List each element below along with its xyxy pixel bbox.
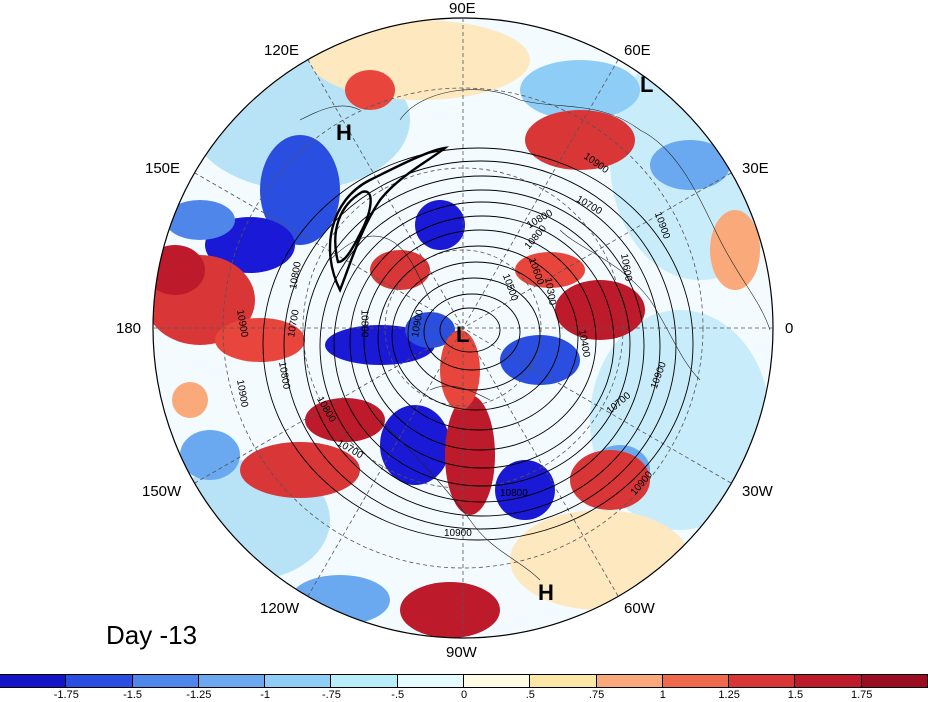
day-label: Day -13 <box>106 620 198 650</box>
colorbar-tick-label: .75 <box>588 689 605 701</box>
lon-label-180: 180 <box>116 320 142 337</box>
colorbar-tick-label: .5 <box>525 689 535 701</box>
lon-label-30e: 30E <box>742 160 769 177</box>
colorbar-tick-label: 1.75 <box>850 689 873 701</box>
coastlines <box>299 89 771 581</box>
colorbar-swatch <box>596 675 663 687</box>
high-pressure-marker: H <box>336 120 352 145</box>
lon-label-60w: 60W <box>624 600 655 617</box>
contour-label: 10800 <box>358 309 370 338</box>
colorbar-tick-label: -.75 <box>321 689 341 701</box>
colorbar-swatch <box>530 675 597 687</box>
colorbar-tick-label: 1.5 <box>787 689 804 701</box>
lon-label-150w: 150W <box>142 483 182 500</box>
lon-label-90w: 90W <box>446 644 477 661</box>
lon-label-30w: 30W <box>742 483 773 500</box>
lon-label-150e: 150E <box>145 160 181 177</box>
low-pressure-marker: L <box>640 72 654 97</box>
colorbar-swatch <box>132 675 199 687</box>
colorbar-swatch <box>729 675 796 687</box>
lon-label-0: 0 <box>785 320 794 337</box>
graticule <box>153 18 773 638</box>
colorbar-tick-label: -1.5 <box>123 689 143 701</box>
colorbar-tick-label: -1 <box>260 689 271 701</box>
colorbar-swatch <box>861 675 928 687</box>
colorbar-swatch <box>662 675 730 687</box>
colorbar-swatch <box>265 675 332 687</box>
lon-label-120e: 120E <box>264 42 300 59</box>
colorbar-tick-label: 0 <box>460 689 468 701</box>
colorbar <box>0 674 928 688</box>
colorbar-swatch <box>463 675 531 687</box>
colorbar-swatch <box>198 675 266 687</box>
lon-label-120w: 120W <box>260 600 300 617</box>
high-pressure-marker: H <box>538 580 554 605</box>
lon-label-60e: 60E <box>624 42 651 59</box>
colorbar-swatch <box>331 675 398 687</box>
lon-label-90e: 90E <box>449 0 476 17</box>
colorbar-swatch <box>397 675 464 687</box>
colorbar-tick-label: -1.75 <box>53 689 79 701</box>
low-pressure-marker: L <box>456 322 470 347</box>
colorbar-tick-label: -1.25 <box>186 689 212 701</box>
height-contours <box>262 147 694 541</box>
colorbar-tick-label: -.5 <box>391 689 405 701</box>
colorbar-tick-label: 1 <box>659 689 666 701</box>
bold-contour <box>328 146 450 293</box>
colorbar-swatch <box>0 675 67 687</box>
contour-label: 10900 <box>444 528 472 539</box>
colorbar-swatch <box>795 675 862 687</box>
colorbar-swatch <box>66 675 133 687</box>
contour-label: 10800 <box>500 488 528 499</box>
colorbar-tick-label: 1.25 <box>718 689 740 701</box>
